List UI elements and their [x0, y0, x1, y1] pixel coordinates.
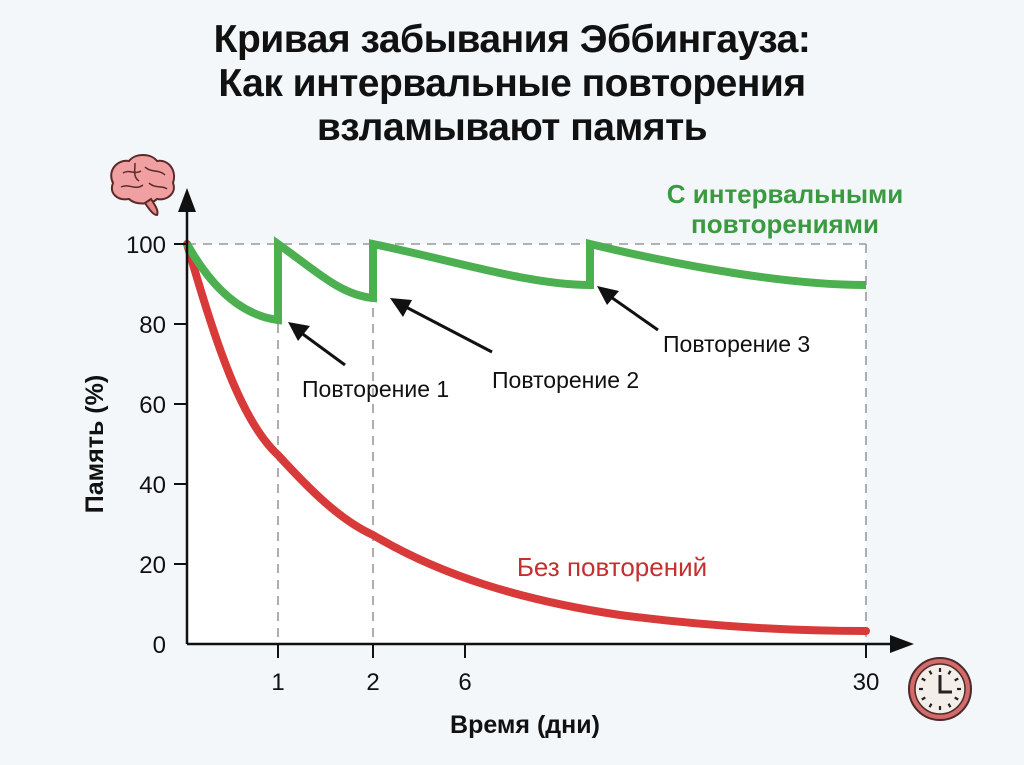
annotation-arrows	[288, 286, 659, 367]
y-ticks	[174, 243, 187, 565]
legend-spaced-line-2: повторениями	[691, 209, 879, 239]
y-tick-40: 40	[139, 472, 166, 499]
title-line-3: взламывают память	[316, 106, 708, 149]
y-tick-60: 60	[139, 392, 166, 419]
brain-icon	[110, 154, 175, 217]
x-ticks	[277, 644, 867, 658]
y-tick-100: 100	[126, 232, 166, 259]
legend-spaced-line-1: С интервальными	[667, 179, 904, 209]
arrow-rep3	[597, 286, 659, 332]
series-no-repetition	[183, 240, 870, 635]
annotation-rep3: Повторение 3	[663, 331, 810, 357]
x-tick-1: 1	[271, 669, 284, 696]
x-tick-labels: 1 2 6 30	[271, 669, 879, 696]
annotation-rep1: Повторение 1	[302, 376, 449, 402]
x-tick-2: 2	[366, 669, 379, 696]
x-axis-label: Время (дни)	[450, 711, 600, 739]
y-axis-label: Память (%)	[81, 375, 109, 513]
title-line-1: Кривая забывания Эббингауза:	[213, 18, 811, 61]
x-tick-6: 6	[458, 669, 471, 696]
arrow-rep1	[288, 322, 346, 367]
annotation-labels: Повторение 1 Повторение 2 Повторение 3	[302, 331, 810, 402]
arrow-rep2	[390, 298, 493, 354]
annotation-rep2: Повторение 2	[492, 367, 639, 393]
y-tick-0: 0	[153, 632, 166, 659]
legend-no-repetition: Без повторений	[517, 552, 707, 582]
x-axis	[187, 635, 914, 653]
chart-title: Кривая забывания Эббингауза: Как интерва…	[0, 18, 1024, 150]
clock-icon	[908, 657, 972, 721]
y-axis	[178, 188, 196, 644]
y-tick-20: 20	[139, 552, 166, 579]
plot-area	[187, 244, 866, 644]
series-spaced-repetition	[183, 236, 867, 325]
title-line-2: Как интервальные повторения	[218, 62, 806, 105]
y-tick-80: 80	[139, 312, 166, 339]
x-tick-30: 30	[853, 669, 880, 696]
y-tick-labels: 100 80 60 40 20 0	[126, 232, 166, 659]
legend-spaced: С интервальными повторениями	[667, 179, 904, 239]
